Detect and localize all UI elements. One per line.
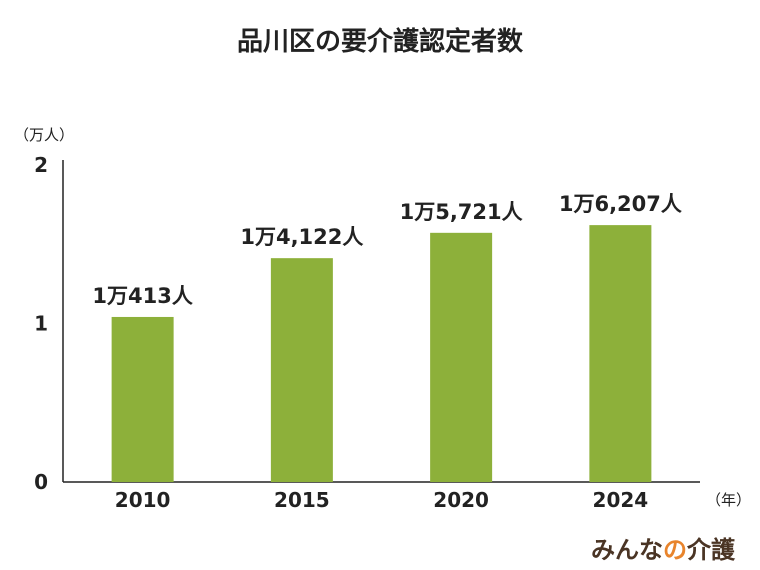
data-label-2015: 1万4,122人	[240, 225, 363, 249]
logo-text-accent: の	[663, 536, 687, 564]
bar-2020	[430, 232, 493, 482]
data-label-2020: 1万5,721人	[400, 200, 523, 224]
logo-text-after: 介護	[686, 536, 736, 564]
y-axis-unit-label: （万人）	[14, 126, 74, 144]
data-label-2024: 1万6,207人	[559, 192, 682, 216]
x-tick-label-2010: 2010	[115, 488, 171, 512]
y-tick-label-2: 2	[34, 153, 48, 177]
x-tick-label-2020: 2020	[433, 488, 489, 512]
brand-logo: みんなの介護	[591, 536, 736, 564]
data-label-2010: 1万413人	[92, 284, 192, 308]
x-tick-label-2024: 2024	[593, 488, 649, 512]
x-axis-unit-label: （年）	[706, 491, 751, 509]
y-tick-label-0: 0	[34, 470, 48, 494]
chart-marks: 0 1 2 1万413人 2010 1万4,122人 2015 1万5,721人 2020 1万6…	[34, 153, 682, 512]
x-tick-label-2015: 2015	[274, 488, 330, 512]
y-tick-label-1: 1	[34, 312, 48, 336]
bar-2015	[270, 258, 333, 482]
bar-2024	[589, 225, 652, 482]
chart-title: 品川区の要介護認定者数	[237, 26, 524, 57]
bar-2010	[111, 316, 174, 482]
logo-text-before: みんな	[591, 536, 663, 564]
